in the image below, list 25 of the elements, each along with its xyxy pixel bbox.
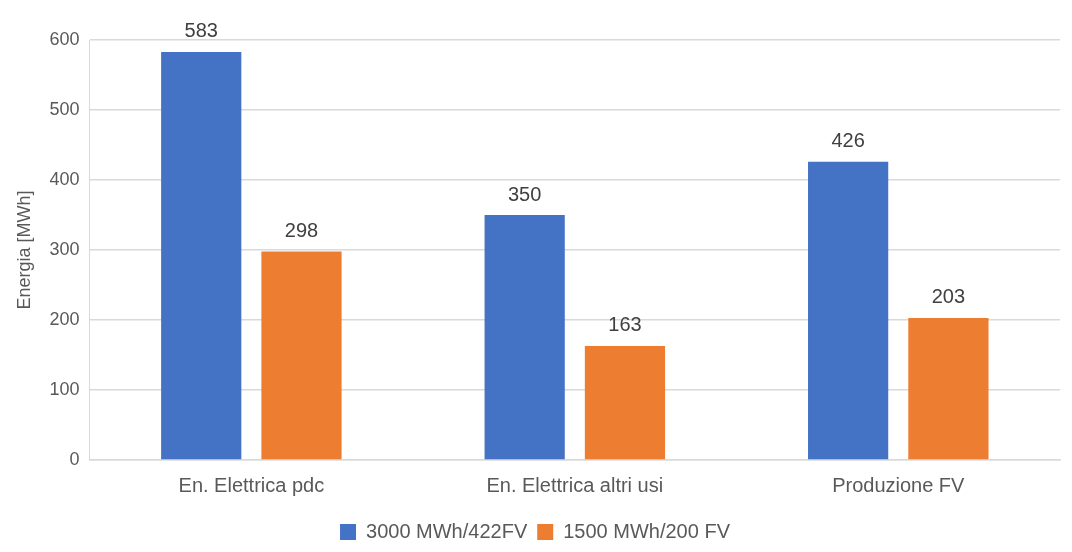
data-label: 583 xyxy=(184,19,218,42)
data-label: 298 xyxy=(284,218,319,241)
y-tick-label: 300 xyxy=(49,238,80,259)
y-tick-label: 100 xyxy=(49,378,80,399)
bar xyxy=(908,317,989,460)
bar xyxy=(808,161,889,460)
y-tick-label: 0 xyxy=(69,448,80,469)
y-tick-label: 500 xyxy=(49,98,80,119)
x-tick-label: En. Elettrica pdc xyxy=(178,473,325,496)
y-tick-label: 200 xyxy=(49,308,80,329)
data-label: 163 xyxy=(608,313,642,336)
data-label: 426 xyxy=(831,129,865,152)
legend-label: 1500 MWh/200 FV xyxy=(563,519,731,542)
legend-label: 3000 MWh/422FV xyxy=(366,519,528,542)
data-label: 350 xyxy=(507,182,542,205)
bar xyxy=(484,215,565,460)
x-tick-label: Produzione FV xyxy=(832,473,966,496)
data-label: 203 xyxy=(931,285,966,308)
y-tick-label: 600 xyxy=(49,28,80,49)
bar xyxy=(261,251,342,460)
bar xyxy=(161,51,242,460)
x-tick-label: En. Elettrica altri usi xyxy=(486,473,664,496)
bar xyxy=(584,345,666,460)
y-tick-label: 400 xyxy=(49,168,80,189)
y-axis-title: Energia [MWh] xyxy=(13,190,34,310)
